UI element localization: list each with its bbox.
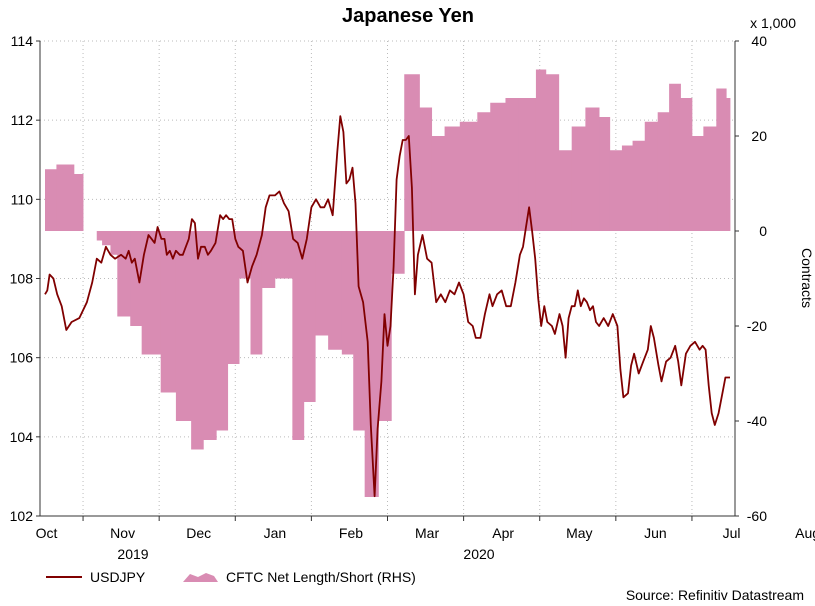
x-month-label: Jun [644,525,667,541]
left-tick-label: 102 [10,508,34,524]
cftc-area-series [45,69,731,497]
usdjpy-line [44,115,730,498]
legend-cftc-label: CFTC Net Length/Short (RHS) [226,569,416,585]
right-tick-label: 20 [751,128,767,144]
cftc-bar [585,107,600,231]
left-tick-label: 114 [11,33,34,49]
cftc-bar [545,74,560,231]
usdjpy-line-series [44,115,730,498]
x-year-label: 2020 [463,546,494,562]
cftc-bar [364,231,379,497]
x-month-label: Aug [795,525,815,541]
cftc-bar [73,174,84,231]
cftc-bar [703,126,717,231]
cftc-bar [261,231,276,288]
cftc-bar [175,231,192,421]
cftc-bar [292,231,305,440]
cftc-bar [716,88,727,231]
x-month-label: May [566,525,592,541]
left-tick-label: 110 [11,191,34,207]
cftc-bar [431,136,445,231]
cftc-bar [444,126,461,231]
left-tick-label: 108 [10,271,34,287]
cftc-bar [477,112,491,231]
cftc-bar [191,231,204,450]
cftc-bar [160,231,177,393]
cftc-bar [657,112,670,231]
cftc-bar [599,117,611,231]
x-month-label: Jan [264,525,287,541]
left-tick-label: 112 [11,112,34,128]
x-month-label: Apr [492,525,514,541]
cftc-bar [96,231,103,241]
cftc-bar [669,83,681,231]
right-axis-ticks: -60 -40 -20 0 20 40 [735,33,767,524]
cftc-bar [328,231,343,350]
chart-title: Japanese Yen [342,5,474,27]
cftc-bar [56,164,75,231]
cftc-bar [250,231,263,355]
x-month-label: Jul [723,525,741,541]
x-month-label: Oct [36,525,58,541]
cftc-bar [239,231,251,279]
legend-usdjpy-label: USDJPY [90,569,146,585]
left-tick-label: 106 [10,350,34,366]
legend-cftc-swatch [183,573,218,582]
cftc-bar [632,140,646,231]
right-tick-label: 0 [759,223,767,239]
cftc-bar [227,231,240,364]
cftc-bar [216,231,229,431]
source-note: Source: Refinitiv Datastream [626,587,804,603]
cftc-bar [571,126,586,231]
cftc-bar [130,231,143,326]
cftc-bar [490,102,506,231]
cftc-bar [203,231,217,440]
cftc-bar [558,150,573,231]
cftc-bar [315,231,329,336]
right-axis-multiplier: x 1,000 [750,15,796,31]
cftc-bar [609,150,623,231]
left-axis-ticks: 102 104 106 108 110 112 114 [10,33,40,524]
cftc-bar [353,231,366,431]
cftc-bar [680,98,693,231]
cftc-bar [419,107,433,231]
right-tick-label: -20 [747,318,767,334]
right-axis-label: Contracts [799,248,815,308]
cftc-bar [691,136,704,231]
x-year-label: 2019 [117,546,148,562]
cftc-bar [404,74,420,231]
x-month-label: Nov [110,525,135,541]
cftc-bar [303,231,316,402]
cftc-bar [505,98,519,231]
right-tick-label: -60 [747,508,767,524]
cftc-bar [341,231,354,355]
left-tick-label: 104 [10,429,34,445]
cftc-bar [45,169,57,231]
x-month-label: Feb [339,525,363,541]
cftc-bar [110,231,118,255]
cftc-bar [102,231,111,246]
legend: USDJPY CFTC Net Length/Short (RHS) [46,569,416,585]
cftc-bar [518,98,537,231]
cftc-bar [535,69,547,231]
x-axis-ticks: OctNovDecJanFebMarAprMayJunJulAugSep [36,516,815,541]
right-tick-label: -40 [747,413,767,429]
cftc-bar [459,121,478,231]
x-month-label: Mar [415,525,439,541]
cftc-bar [274,231,293,279]
x-month-label: Dec [186,525,211,541]
right-tick-label: 40 [751,33,767,49]
cftc-bar [117,231,131,317]
cftc-bar [644,121,659,231]
cftc-bar [726,98,731,231]
cftc-bar [141,231,162,355]
cftc-bar [621,145,633,231]
